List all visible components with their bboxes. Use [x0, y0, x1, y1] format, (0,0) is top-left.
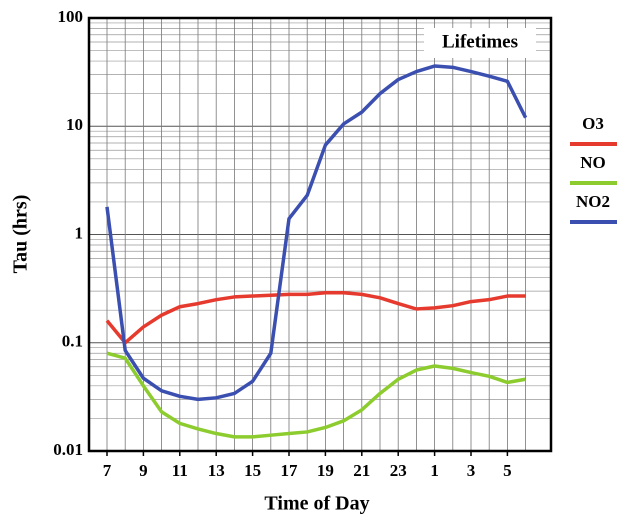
x-tick-label: 9	[139, 461, 148, 480]
legend-label: NO	[580, 153, 606, 172]
x-tick-label: 17	[281, 461, 299, 480]
y-tick-label: 0.1	[62, 332, 83, 351]
y-tick-label: 0.01	[53, 440, 83, 459]
y-tick-label: 1	[75, 223, 84, 242]
chart-title: Lifetimes	[442, 31, 518, 52]
series-line	[106, 351, 526, 439]
x-axis-label: Time of Day	[264, 493, 369, 515]
x-tick-label: 23	[390, 461, 407, 480]
x-tick-label: 1	[430, 461, 439, 480]
legend-label: O3	[582, 114, 604, 133]
grid	[89, 17, 551, 452]
y-axis-label: Tau (hrs)	[10, 195, 32, 274]
x-tick-label: 5	[503, 461, 512, 480]
marks	[105, 64, 528, 439]
x-tick-label: 7	[103, 461, 112, 480]
y-tick-label: 100	[58, 7, 84, 26]
legend-label: NO2	[576, 192, 610, 211]
title-box	[424, 28, 536, 58]
x-tick-label: 21	[353, 461, 370, 480]
x-tick-label: 3	[467, 461, 476, 480]
series-line	[105, 64, 528, 402]
series-line	[105, 290, 526, 345]
x-tick-label: 11	[172, 461, 188, 480]
y-tick-label: 10	[66, 115, 83, 134]
x-tick-label: 19	[317, 461, 334, 480]
x-tick-label: 13	[208, 461, 225, 480]
x-tick-label: 15	[244, 461, 261, 480]
plot-frame	[87, 16, 553, 453]
